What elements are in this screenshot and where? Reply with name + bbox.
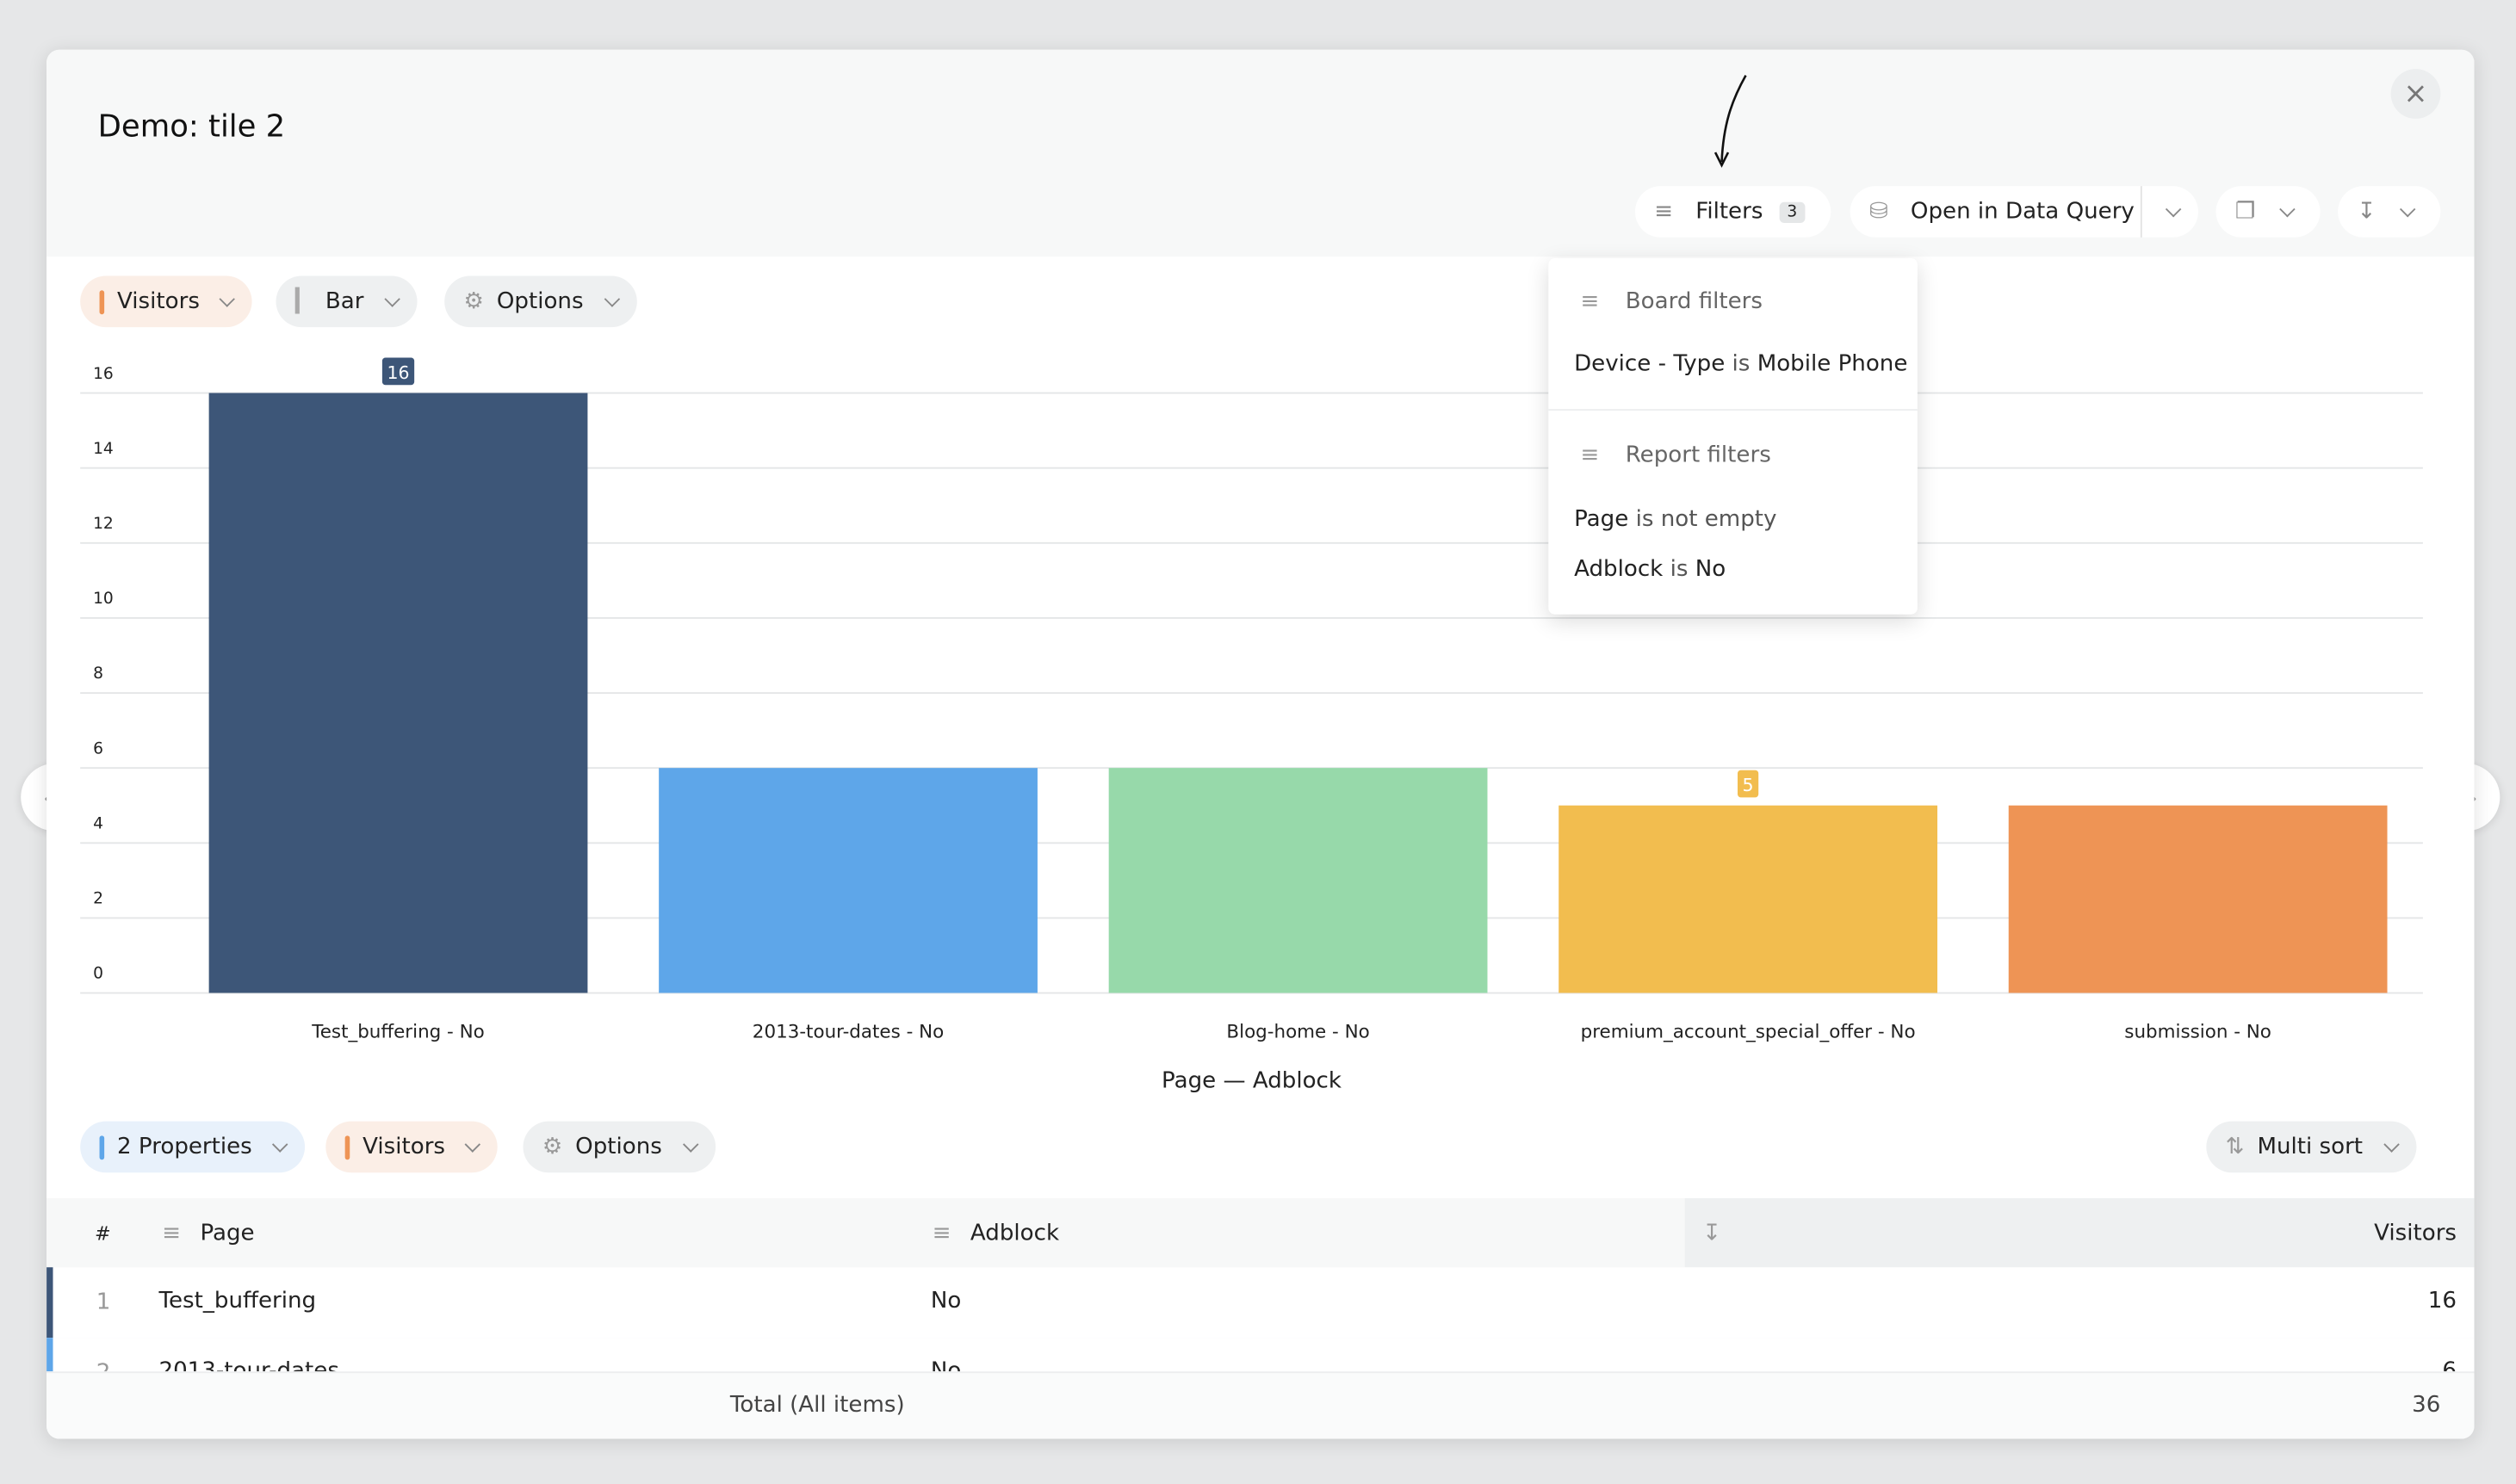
row-color [46, 1267, 53, 1339]
bar [208, 393, 588, 993]
bar [2008, 805, 2388, 993]
modal-title: Demo: tile 2 [97, 108, 286, 145]
chart-options-label: Options [496, 288, 584, 315]
cell: Test_buffering [158, 1288, 317, 1314]
data-label: 5 [1737, 770, 1759, 798]
bar [1108, 768, 1488, 993]
row-index: 1 [96, 1289, 111, 1316]
table-metric-label: Visitors [363, 1134, 446, 1160]
data-label-text: 5 [1743, 775, 1754, 795]
column-label: Page [200, 1220, 255, 1246]
table-options-label: Options [575, 1134, 662, 1160]
menu-heading: ≡ Board filters [1580, 288, 1763, 315]
row-color [46, 1338, 53, 1372]
table-row: 1 Test_buffering No 16 [46, 1267, 2475, 1340]
bar [659, 768, 1038, 993]
chart-options-chip[interactable]: ⚙ Options [444, 275, 637, 328]
filters-button[interactable]: ≡ Filters 3 [1634, 186, 1831, 238]
board-heading: Board filters [1625, 288, 1763, 315]
open-label: Open in Data Query [1910, 199, 2135, 225]
chart: 0 2 4 6 8 10 12 14 16 16 Test_buffering - No 2013-t… [80, 357, 2423, 1093]
y-tick-label: 0 [93, 965, 103, 983]
sort-icon[interactable]: ↧ [1702, 1220, 1722, 1246]
y-tick-label: 16 [93, 365, 114, 383]
y-tick-label: 14 [93, 440, 114, 458]
column-header[interactable]: ≡ Adblock [932, 1220, 1060, 1246]
filter-field: Page [1574, 506, 1629, 533]
filter-op: is [1670, 556, 1689, 583]
filter-item[interactable]: Device - Type is Mobile Phone [1574, 351, 1907, 377]
y-tick-label: 10 [93, 590, 114, 608]
data-label-text: 16 [387, 362, 409, 383]
x-tick-label: Test_buffering - No [311, 1022, 484, 1043]
data-label-box [381, 357, 415, 386]
metric-chip[interactable]: Visitors [80, 275, 253, 328]
annotation-arrow [1713, 74, 1747, 168]
open-data-query-button[interactable]: ⛁ Open in Data Query [1850, 186, 2198, 238]
table-metric-chip[interactable]: Visitors [325, 1121, 499, 1173]
multi-sort-label: Multi sort [2257, 1134, 2364, 1160]
metric-label: Visitors [117, 288, 200, 315]
cell: 16 [2427, 1288, 2457, 1314]
cell: 6 [2442, 1358, 2457, 1372]
modal: Demo: tile 2 × ≡ Filters 3 ⛁ Open in Data Q… [46, 49, 2475, 1439]
properties-chip[interactable]: 2 Properties [80, 1121, 306, 1173]
filter-op: is not empty [1635, 506, 1777, 533]
chart-type-label: Bar [325, 288, 364, 315]
properties-label: 2 Properties [117, 1134, 252, 1160]
y-tick-label: 12 [93, 515, 114, 533]
filter-field: Device - Type [1574, 351, 1726, 377]
x-axis-label: Page — Adblock [1162, 1067, 1342, 1093]
report-heading: Report filters [1625, 442, 1771, 469]
close-button[interactable]: × [2390, 69, 2441, 119]
filters-label: Filters [1695, 199, 1763, 225]
data-label-box [1737, 770, 1759, 798]
table-footer: Total (All items) 36 [46, 1371, 2475, 1439]
column-header: # [94, 1221, 111, 1245]
column-label: Adblock [970, 1220, 1060, 1246]
chart-type-chip[interactable]: ▎ Bar [276, 275, 418, 328]
table-row: 2 2013-tour-dates No 6 [46, 1338, 2475, 1372]
cell: 2013-tour-dates [158, 1358, 339, 1372]
bar [1559, 805, 1937, 993]
filters-count: 3 [1779, 201, 1806, 223]
x-tick-label: submission - No [2124, 1022, 2271, 1043]
filter-value: No [1695, 556, 1726, 583]
y-tick-label: 8 [93, 665, 103, 683]
table-options-chip[interactable]: ⚙ Options [523, 1121, 716, 1173]
table-body: 1 Test_buffering No 16 2 2013-tour-dates No 6 [46, 1267, 2475, 1372]
x-tick-label: 2013-tour-dates - No [753, 1022, 944, 1043]
filter-op: is [1732, 351, 1751, 377]
multi-sort-chip[interactable]: ⇅ Multi sort [2206, 1121, 2416, 1173]
filter-item[interactable]: Page is not empty [1574, 507, 1776, 533]
duplicate-button[interactable]: ❐ [2215, 186, 2321, 238]
column-header[interactable]: Visitors [2374, 1220, 2457, 1246]
cell: No [930, 1358, 962, 1372]
y-tick-label: 4 [93, 814, 103, 832]
column-header[interactable]: ≡ Page [162, 1220, 255, 1246]
data-label: 16 [381, 357, 415, 386]
filter-value: Mobile Phone [1757, 351, 1908, 377]
y-tick-label: 2 [93, 890, 103, 908]
sorted-column-header [1684, 1198, 2475, 1268]
filter-field: Adblock [1574, 556, 1664, 583]
total-label: Total (All items) [729, 1392, 905, 1419]
row-index: 2 [96, 1360, 111, 1371]
filter-menu: ≡ Board filters Device - Type is Mobile P… [1548, 258, 1918, 615]
x-tick-label: Blog-home - No [1226, 1022, 1369, 1043]
x-tick-label: premium_account_special_offer - No [1581, 1022, 1916, 1043]
total-value: 36 [2412, 1392, 2441, 1419]
y-tick-label: 6 [93, 739, 103, 757]
filter-item[interactable]: Adblock is No [1574, 557, 1726, 583]
download-button[interactable]: ↧ [2338, 186, 2441, 238]
cell: No [930, 1288, 962, 1314]
menu-heading: ≡ Report filters [1580, 442, 1771, 469]
divider [1548, 409, 1918, 411]
